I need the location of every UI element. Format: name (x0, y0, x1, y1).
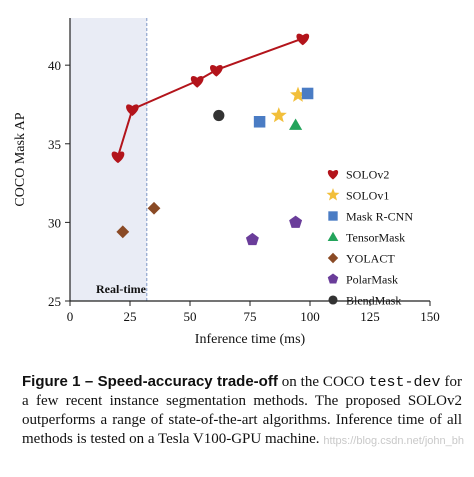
legend-solov1-marker (326, 188, 340, 201)
x-tick-label: 150 (420, 309, 440, 324)
x-tick-label: 0 (67, 309, 74, 324)
legend-solov2-label: SOLOv2 (346, 168, 389, 182)
x-axis-label: Inference time (ms) (195, 332, 306, 347)
legend-polarmask-label: PolarMask (346, 273, 398, 287)
polarmask-point (245, 232, 259, 246)
caption-text-2: for a few recent instance segmentation m… (22, 374, 462, 447)
legend-yolact-marker (327, 252, 339, 264)
legend-tensormask-marker (327, 231, 339, 242)
speed-accuracy-chart: Real-time 0 25 50 75 100 125 150 25 30 35 40 Inferen… (13, 18, 440, 347)
y-axis-label: COCO Mask AP (13, 112, 28, 206)
caption-dataset-split: test-dev (368, 374, 441, 391)
legend-yolact-label: YOLACT (346, 252, 395, 266)
solov2-point (296, 33, 310, 46)
yolact-point (147, 201, 161, 215)
y-tick-label: 25 (48, 294, 61, 309)
legend-solov2-marker (327, 170, 339, 180)
legend-mask-r-cnn-marker (328, 211, 338, 221)
x-tick-label: 50 (184, 309, 197, 324)
legend-polarmask-marker (327, 273, 339, 284)
mask-r-cnn-point (253, 116, 266, 128)
legend-solov1-label: SOLOv1 (346, 189, 389, 203)
blendmask-point (213, 109, 225, 122)
legend-blendmask-marker (328, 295, 338, 305)
figure-caption: Figure 1 – Speed-accuracy trade-off on t… (22, 372, 462, 449)
x-tick-label: 25 (124, 309, 137, 324)
x-tick-label: 125 (360, 309, 380, 324)
watermark: https://blog.csdn.net/john_bh (323, 435, 464, 447)
caption-figure-label: Figure 1 – Speed-accuracy trade-off (22, 373, 278, 390)
solov2-point (190, 76, 204, 88)
polarmask-point (289, 215, 303, 228)
solov1-point (270, 107, 287, 123)
legend-mask-r-cnn-label: Mask R-CNN (346, 210, 413, 224)
legend-blendmask-label: BlendMask (346, 294, 401, 308)
y-tick-label: 35 (48, 137, 61, 152)
y-tick-label: 40 (48, 58, 61, 73)
yolact-point (116, 225, 130, 239)
solov2-point (210, 65, 223, 77)
mask-r-cnn-point (301, 87, 314, 100)
legend-tensormask-label: TensorMask (346, 231, 405, 245)
solov2-point (111, 151, 125, 164)
y-tick-label: 30 (48, 215, 61, 230)
solov2-point (126, 104, 139, 116)
tensormask-point (289, 118, 303, 130)
x-tick-label: 75 (244, 309, 257, 324)
x-tick-label: 100 (300, 309, 320, 324)
caption-text-1: on the COCO (277, 374, 369, 390)
realtime-label: Real-time (96, 282, 147, 296)
solov1-point (290, 86, 306, 102)
realtime-region (70, 18, 147, 301)
